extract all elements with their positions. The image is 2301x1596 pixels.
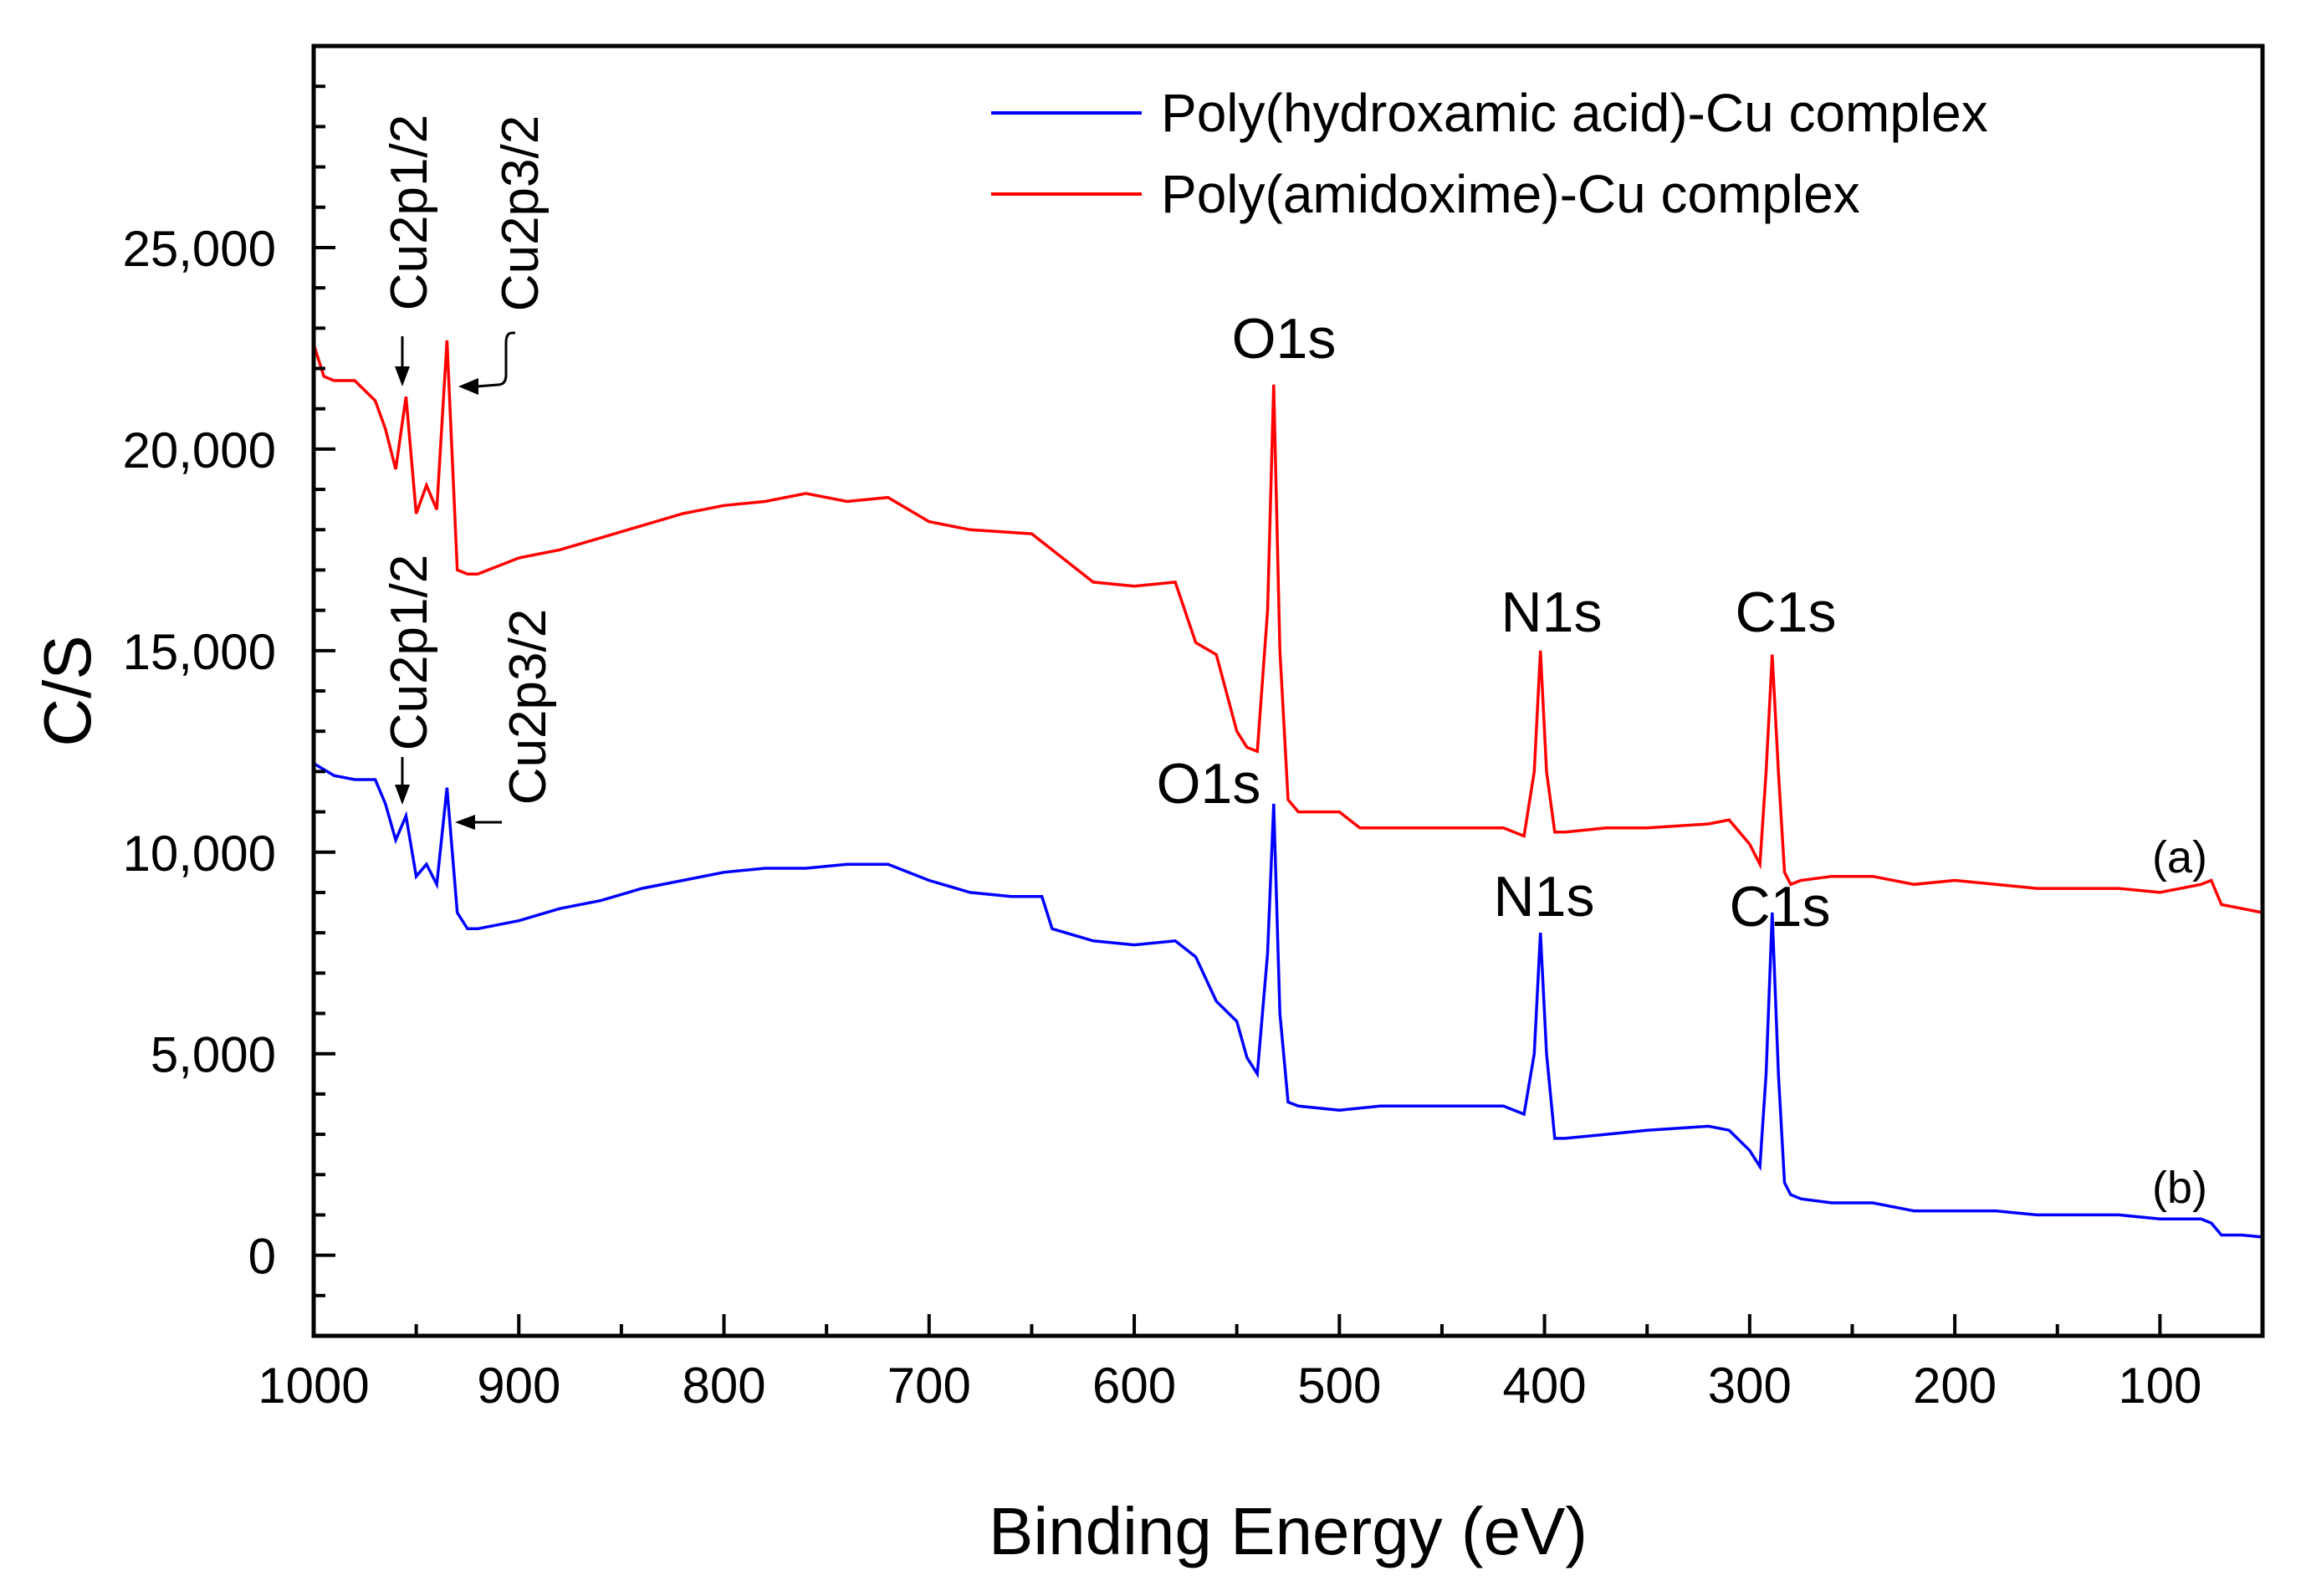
y-tick-label: 25,000 xyxy=(122,221,276,277)
x-tick-label: 300 xyxy=(1708,1358,1792,1414)
series-line-amidoxime xyxy=(312,340,2263,914)
y-tick-label: 15,000 xyxy=(122,624,276,680)
annotation-arrowhead-cu2p32-a xyxy=(458,378,478,395)
x-tick-label: 200 xyxy=(1913,1358,1997,1414)
series-label-b: (b) xyxy=(2152,1163,2207,1213)
annotation-c1s-a: C1s xyxy=(1736,581,1837,644)
annotation-arrow-cu2p32-a xyxy=(476,331,515,388)
annotation-cu2p12-b: Cu2p1/2 xyxy=(381,555,438,750)
plot-frame xyxy=(311,43,2265,1338)
y-tick-label: 5,000 xyxy=(151,1027,276,1083)
annotation-n1s-a: N1s xyxy=(1501,581,1603,644)
y-axis-title: C/S xyxy=(30,635,105,746)
legend: Poly(hydroxamic acid)-Cu complex Poly(am… xyxy=(991,83,1988,224)
y-tick-label: 10,000 xyxy=(122,826,276,882)
x-tick-label: 800 xyxy=(682,1358,765,1414)
legend-label-hydroxamic: Poly(hydroxamic acid)-Cu complex xyxy=(1161,83,1988,143)
y-tick-label: 0 xyxy=(248,1229,276,1285)
x-tick-label: 700 xyxy=(887,1358,971,1414)
annotation-cu2p32-b: Cu2p3/2 xyxy=(499,609,557,805)
annotation-cu2p12-a: Cu2p1/2 xyxy=(381,115,438,310)
annotation-arrowhead-cu2p32-b xyxy=(455,815,475,830)
x-tick-label: 500 xyxy=(1297,1358,1381,1414)
annotation-arrowhead-cu2p12-a xyxy=(395,366,410,386)
annotation-o1s-a: O1s xyxy=(1232,307,1337,371)
annotation-c1s-b: C1s xyxy=(1730,875,1831,939)
x-tick-label: 600 xyxy=(1092,1358,1176,1414)
annotation-n1s-b: N1s xyxy=(1494,865,1595,928)
annotation-o1s-b: O1s xyxy=(1157,752,1261,816)
x-tick-label: 100 xyxy=(2118,1358,2201,1414)
x-tick-label: 900 xyxy=(477,1358,560,1414)
x-tick-label: 400 xyxy=(1503,1358,1587,1414)
annotation-cu2p32-a: Cu2p3/2 xyxy=(492,115,550,311)
series-label-a: (a) xyxy=(2152,832,2207,882)
series-line-hydroxamic xyxy=(313,762,2263,1239)
legend-label-amidoxime: Poly(amidoxime)-Cu complex xyxy=(1161,164,1860,224)
annotation-arrowhead-cu2p12-b xyxy=(395,785,410,805)
y-tick-label: 20,000 xyxy=(122,422,276,478)
x-axis-title: Binding Energy (eV) xyxy=(989,1494,1588,1568)
y-axis-ticks: 0 5,000 10,000 15,000 20,000 25,000 xyxy=(122,44,335,1338)
x-axis-ticks: 1000 900 800 700 600 500 400 300 200 100 xyxy=(258,1314,2264,1414)
x-tick-label: 1000 xyxy=(258,1358,369,1414)
